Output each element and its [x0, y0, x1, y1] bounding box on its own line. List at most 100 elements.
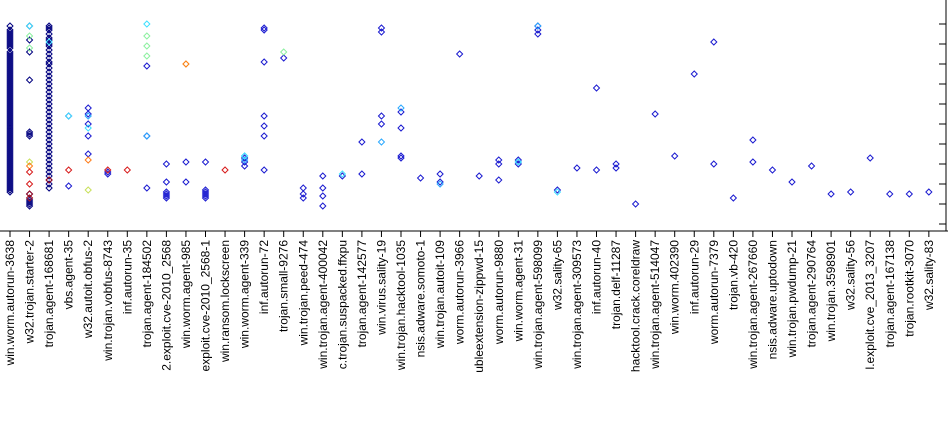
data-point: [6, 124, 14, 132]
data-point: [182, 178, 190, 186]
data-point: [6, 168, 14, 176]
data-point: [397, 104, 405, 112]
x-tick-label: nsis.adware.uptodown: [765, 240, 779, 359]
data-point: [905, 190, 914, 198]
data-point: [6, 78, 14, 86]
data-point: [45, 26, 53, 34]
data-point: [45, 72, 53, 80]
data-point: [25, 190, 34, 198]
x-tick-label: exploit.cve-2010_2568-1: [199, 240, 213, 372]
data-point: [6, 130, 14, 138]
data-point: [6, 102, 14, 110]
data-point: [416, 174, 425, 182]
data-point: [6, 42, 14, 50]
data-point: [299, 190, 307, 198]
data-point: [84, 124, 92, 132]
data-point: [25, 130, 34, 138]
data-point: [6, 176, 14, 184]
data-point: [84, 112, 92, 120]
data-point: [64, 182, 73, 190]
data-point: [25, 200, 34, 208]
data-point: [6, 84, 14, 92]
x-tick-label: ubleextension-zippwd-15: [472, 240, 486, 373]
data-point: [162, 178, 171, 186]
data-point: [6, 162, 14, 170]
data-point: [45, 176, 53, 184]
data-point: [6, 30, 14, 38]
data-point: [495, 156, 503, 164]
data-point: [221, 166, 229, 174]
x-tick-label: win.worm.agent-31: [511, 240, 525, 343]
data-point: [6, 104, 14, 112]
data-point: [6, 164, 14, 172]
data-point: [612, 160, 620, 168]
x-tick-label: 2.exploit.cve-2010_2568: [159, 240, 173, 371]
data-point: [45, 30, 53, 38]
data-point: [260, 122, 268, 130]
data-point: [25, 132, 34, 140]
data-point: [45, 112, 53, 120]
data-point: [25, 44, 34, 52]
data-point: [6, 116, 14, 124]
data-point: [6, 88, 14, 96]
data-point: [710, 160, 718, 168]
x-tick-label: inf.autorun-29: [687, 240, 701, 314]
data-point: [45, 24, 53, 32]
data-point: [866, 154, 874, 162]
data-point: [45, 172, 53, 180]
data-point: [6, 172, 14, 180]
data-point: [729, 194, 738, 202]
data-point: [84, 186, 92, 194]
data-point: [6, 146, 14, 154]
data-point: [886, 190, 894, 198]
data-point: [749, 158, 757, 166]
data-point: [143, 132, 151, 140]
data-point: [573, 164, 581, 172]
data-point: [240, 152, 249, 160]
data-point: [84, 132, 92, 140]
data-point: [319, 202, 327, 210]
data-point: [45, 22, 53, 30]
data-point: [45, 124, 53, 132]
x-tick-label: win.trojan.agent-400042: [316, 240, 330, 370]
data-point: [436, 170, 444, 178]
x-tick-label: hacktool.crack.coreldraw: [629, 240, 643, 372]
data-point: [182, 158, 190, 166]
data-point: [690, 70, 698, 78]
data-point: [201, 190, 210, 198]
data-point: [45, 104, 53, 112]
data-point: [6, 48, 14, 56]
data-point: [84, 156, 92, 164]
data-point: [553, 188, 562, 196]
data-point: [260, 166, 268, 174]
data-point: [25, 128, 34, 136]
data-point: [143, 52, 151, 60]
data-point: [495, 160, 503, 168]
data-point: [6, 148, 14, 156]
data-point: [6, 68, 14, 76]
data-point: [45, 164, 53, 172]
data-point: [6, 66, 14, 74]
data-point: [45, 54, 53, 62]
x-tick-label: nsis.adware.somoto-1: [414, 240, 428, 358]
data-point: [25, 48, 34, 56]
data-point: [6, 126, 14, 134]
data-point: [182, 60, 190, 68]
data-point: [25, 190, 34, 198]
data-point: [201, 192, 210, 200]
data-point: [6, 28, 14, 36]
data-point: [358, 138, 366, 146]
data-point: [377, 28, 386, 36]
data-point: [553, 186, 562, 194]
x-tick-label: win.ransom.lockscreen: [218, 240, 232, 363]
x-tick-label: trojan.agent-167138: [883, 240, 897, 348]
data-point: [143, 32, 151, 40]
data-point: [6, 96, 14, 104]
x-tick-label: inf.autorun-72: [257, 240, 271, 314]
data-point: [6, 158, 14, 166]
data-point: [6, 114, 14, 122]
x-tick-label: c.trojan.suspacked.ffxpu: [335, 240, 349, 369]
y-ticks: [939, 23, 946, 225]
data-point: [45, 184, 53, 192]
data-point: [45, 152, 53, 160]
